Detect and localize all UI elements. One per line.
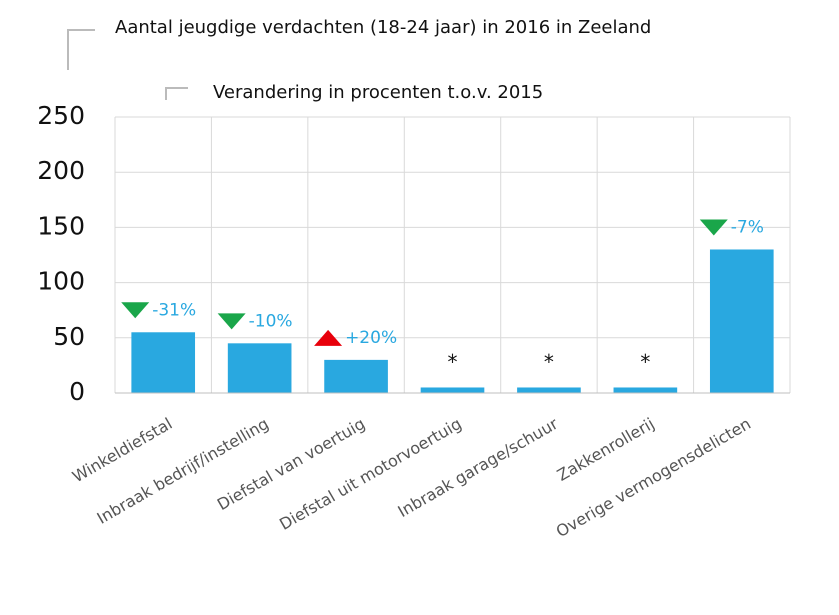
change-label: -10% <box>249 311 293 331</box>
bar <box>324 359 388 393</box>
change-label: * <box>544 350 554 374</box>
chart-subtitle: Verandering in procenten t.o.v. 2015 <box>213 82 543 103</box>
change-label: * <box>448 350 458 374</box>
x-tick-label: Inbraak garage/schuur <box>395 414 562 521</box>
change-indicator <box>699 219 728 236</box>
change-label: * <box>640 350 650 374</box>
x-tick-label: Inbraak bedrijf/instelling <box>94 414 272 528</box>
change-indicator <box>121 302 150 319</box>
y-tick-label: 50 <box>53 322 85 351</box>
y-tick-label: 150 <box>37 211 85 240</box>
change-label: -7% <box>731 217 764 237</box>
bar <box>420 387 485 393</box>
title-bracket <box>67 29 95 70</box>
change-indicator <box>314 329 343 346</box>
y-tick-label: 0 <box>69 377 85 406</box>
y-tick-label: 200 <box>37 156 85 185</box>
x-tick-label: Diefstal uit motorvoertuig <box>276 414 465 534</box>
change-label: +20% <box>345 328 397 348</box>
bar <box>517 387 581 393</box>
change-indicator <box>217 313 246 330</box>
bar <box>613 387 678 393</box>
y-tick-label: 250 <box>37 101 85 130</box>
subtitle-bracket <box>165 87 188 100</box>
bar <box>709 249 774 393</box>
bar <box>227 343 292 393</box>
y-tick-label: 100 <box>37 267 85 296</box>
bar <box>131 332 196 393</box>
change-label: -31% <box>152 300 196 320</box>
chart-title: Aantal jeugdige verdachten (18-24 jaar) … <box>115 17 651 38</box>
x-tick-label: Overige vermogensdelicten <box>553 414 754 541</box>
